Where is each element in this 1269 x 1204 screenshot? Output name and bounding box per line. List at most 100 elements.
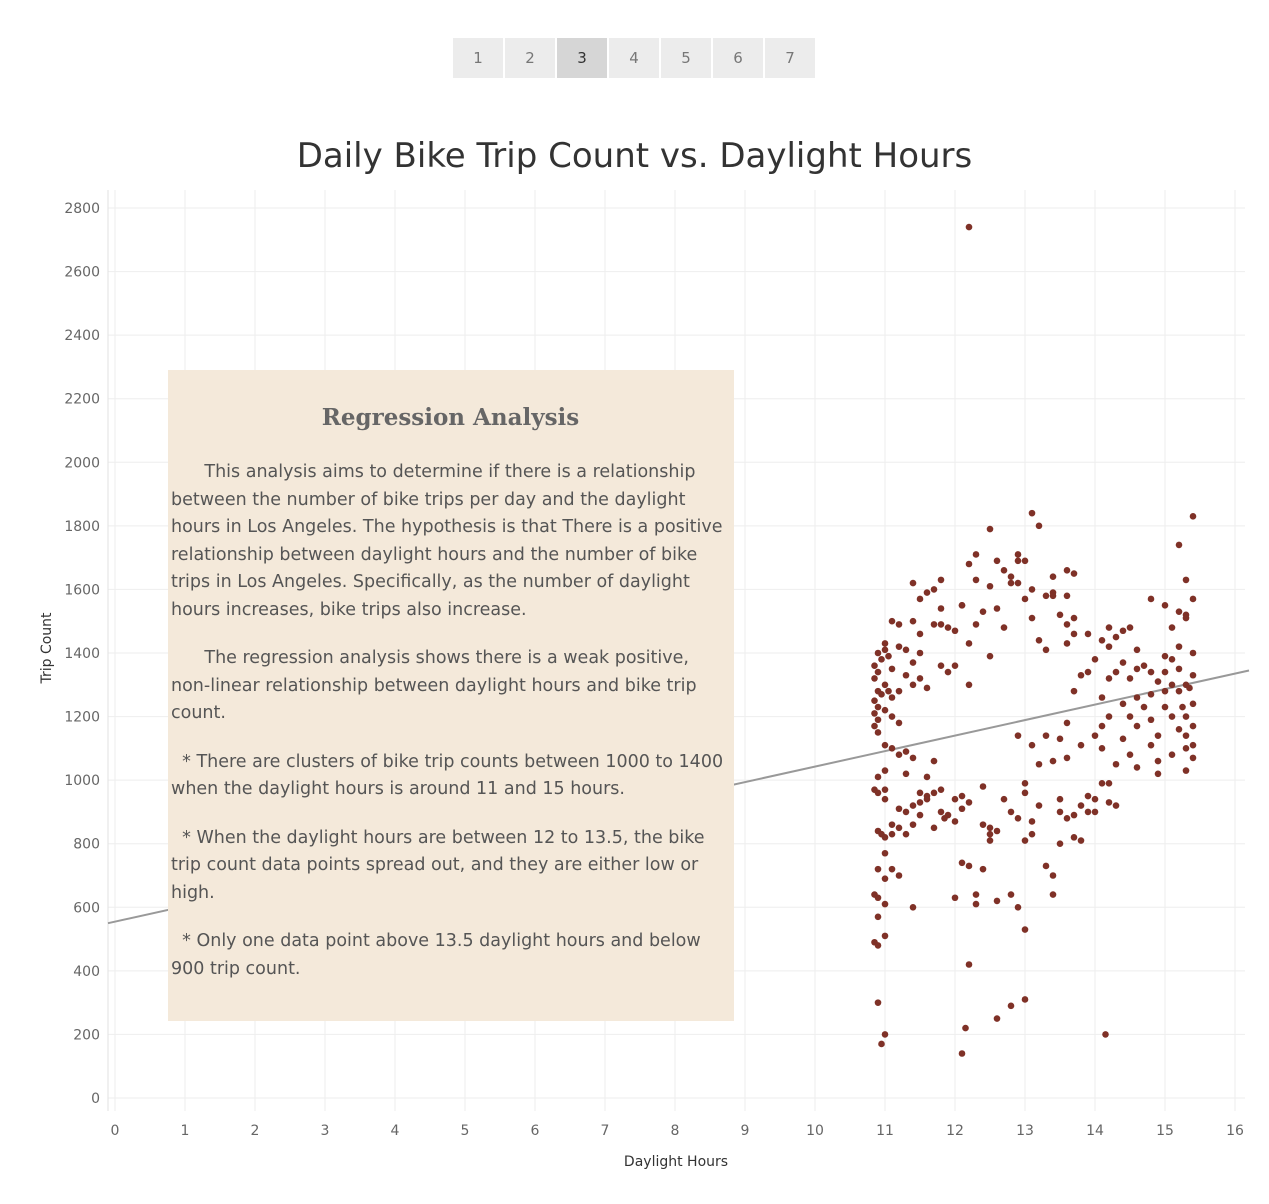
data-point: [1014, 732, 1022, 739]
data-point: [1105, 780, 1113, 787]
data-point: [1007, 579, 1015, 587]
data-point: [965, 560, 973, 568]
data-point: [941, 814, 948, 822]
data-point: [871, 722, 878, 730]
data-point: [972, 891, 980, 898]
x-tick-label: 9: [741, 1123, 750, 1139]
data-point: [888, 665, 896, 673]
page-button-4[interactable]: 4: [609, 38, 659, 78]
page-button-7[interactable]: 7: [765, 38, 815, 78]
x-tick-label: 14: [1086, 1123, 1104, 1139]
data-point: [1007, 573, 1015, 581]
x-tick-label: 16: [1226, 1123, 1244, 1139]
data-point: [1147, 691, 1155, 698]
data-point: [1133, 646, 1141, 654]
data-point: [874, 865, 882, 873]
data-point: [1189, 671, 1197, 679]
data-point: [874, 942, 882, 949]
data-point: [874, 649, 882, 657]
data-point: [881, 900, 889, 908]
data-point: [888, 694, 896, 701]
data-point: [986, 582, 994, 590]
data-point: [1175, 725, 1183, 733]
data-point: [909, 579, 917, 587]
data-point: [888, 821, 896, 828]
data-point: [1042, 732, 1050, 739]
data-point: [1154, 678, 1162, 685]
data-point: [1049, 573, 1057, 581]
data-point: [1189, 513, 1197, 520]
annotation-paragraph-2: The regression analysis shows there is a…: [171, 648, 703, 723]
x-tick-label: 10: [806, 1123, 824, 1139]
data-point: [1189, 754, 1197, 762]
data-point: [1035, 636, 1043, 644]
data-point: [1112, 802, 1120, 809]
data-point: [1035, 760, 1043, 768]
data-point: [888, 830, 896, 838]
data-point: [1063, 754, 1071, 762]
page-button-3[interactable]: 3: [557, 38, 607, 78]
data-point: [1168, 656, 1176, 663]
data-point: [1042, 592, 1050, 600]
data-point: [1182, 767, 1190, 774]
data-point: [1091, 795, 1099, 803]
data-point: [1147, 741, 1155, 749]
data-point: [993, 605, 1001, 612]
y-tick-label: 2600: [64, 265, 100, 281]
data-point: [1168, 713, 1176, 720]
data-point: [1007, 808, 1015, 816]
data-point: [902, 748, 910, 755]
x-tick-label: 5: [461, 1123, 470, 1139]
data-point: [1028, 741, 1036, 749]
data-point: [993, 897, 1001, 905]
data-point: [1112, 668, 1120, 676]
data-point: [930, 586, 938, 593]
data-point: [1168, 624, 1176, 631]
data-point: [1133, 764, 1141, 771]
data-point: [1147, 716, 1155, 724]
data-point: [1021, 780, 1029, 787]
data-point: [1140, 703, 1148, 711]
data-point: [916, 595, 924, 603]
annotation-paragraph-3: * There are clusters of bike trip counts…: [171, 751, 729, 800]
data-point: [881, 875, 889, 882]
data-point: [916, 811, 924, 819]
data-point: [902, 808, 910, 816]
page-button-5[interactable]: 5: [661, 38, 711, 78]
data-point: [888, 745, 896, 752]
data-point: [874, 703, 882, 711]
data-point: [895, 824, 903, 832]
page-button-1[interactable]: 1: [453, 38, 503, 78]
x-tick-label: 13: [1016, 1123, 1034, 1139]
data-point: [1161, 703, 1169, 711]
page-button-6[interactable]: 6: [713, 38, 763, 78]
y-tick-label: 400: [73, 964, 100, 980]
data-point: [881, 786, 889, 793]
data-point: [871, 662, 878, 670]
data-point: [895, 719, 903, 727]
data-point: [1154, 757, 1162, 765]
data-point: [1014, 557, 1022, 565]
data-point: [1098, 722, 1106, 730]
data-point: [888, 865, 896, 873]
data-point: [916, 789, 924, 797]
data-point: [909, 754, 917, 762]
data-point: [1098, 694, 1106, 701]
data-point: [1154, 770, 1162, 778]
data-point: [1119, 627, 1127, 635]
data-point: [1175, 643, 1183, 650]
data-point: [1070, 811, 1078, 819]
x-tick-label: 15: [1156, 1123, 1174, 1139]
data-point: [909, 821, 917, 828]
data-point: [1105, 675, 1113, 682]
data-point: [972, 551, 980, 558]
data-point: [993, 1015, 1001, 1022]
page-button-2[interactable]: 2: [505, 38, 555, 78]
data-point: [1063, 592, 1071, 600]
data-point: [937, 808, 945, 816]
data-point: [1182, 576, 1190, 584]
data-point: [871, 697, 878, 704]
data-point: [1168, 751, 1176, 759]
data-point: [1175, 541, 1183, 549]
data-point: [874, 789, 882, 797]
